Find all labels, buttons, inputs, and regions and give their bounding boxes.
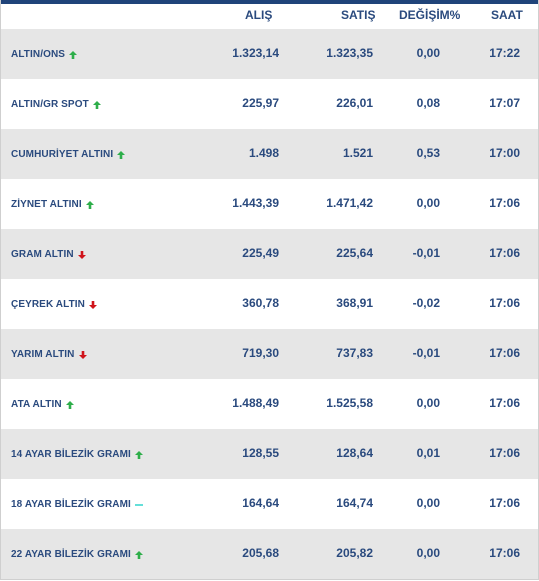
up-arrow-icon [85, 200, 95, 210]
instrument-label: 14 AYAR BİLEZİK GRAMI [11, 449, 131, 460]
alis-value: 719,30 [242, 346, 279, 360]
degisim-value: 0,53 [416, 146, 440, 160]
degisim-value: 0,00 [416, 196, 440, 210]
instrument-name[interactable]: GRAM ALTIN [11, 248, 87, 262]
degisim-value: -0,01 [412, 346, 440, 360]
alis-value: 128,55 [242, 446, 279, 460]
instrument-label: ZİYNET ALTINI [11, 199, 82, 210]
alis-value: 164,64 [242, 496, 279, 510]
table-top-border [1, 0, 538, 4]
instrument-name[interactable]: 22 AYAR BİLEZİK GRAMI [11, 548, 144, 562]
column-header-saat: SAAT [491, 8, 523, 22]
up-arrow-icon [116, 150, 126, 160]
instrument-label: 18 AYAR BİLEZİK GRAMI [11, 499, 131, 510]
instrument-label: ATA ALTIN [11, 399, 62, 410]
saat-value: 17:06 [489, 346, 520, 360]
column-header-degisim: DEĞİŞİM% [399, 8, 461, 22]
instrument-name[interactable]: ZİYNET ALTINI [11, 198, 95, 212]
saat-value: 17:07 [489, 96, 520, 110]
instrument-name[interactable]: ATA ALTIN [11, 398, 75, 412]
down-arrow-icon [88, 300, 98, 310]
column-header-alis: ALIŞ [245, 8, 273, 22]
column-header-satis: SATIŞ [341, 8, 376, 22]
up-arrow-icon [65, 400, 75, 410]
table-row[interactable]: 14 AYAR BİLEZİK GRAMI 128,55 128,64 0,01 17:… [1, 429, 538, 479]
alis-value: 225,49 [242, 246, 279, 260]
degisim-value: 0,08 [416, 96, 440, 110]
instrument-label: ÇEYREK ALTIN [11, 299, 85, 310]
saat-value: 17:06 [489, 446, 520, 460]
instrument-label: ALTIN/ONS [11, 49, 66, 60]
degisim-value: 0,01 [416, 446, 440, 460]
table-row[interactable]: YARIM ALTIN 719,30 737,83 -0,01 17:06 [1, 329, 538, 379]
instrument-name[interactable]: YARIM ALTIN [11, 348, 88, 362]
instrument-name[interactable]: 18 AYAR BİLEZİK GRAMI [11, 498, 144, 512]
table-row[interactable]: ATA ALTIN 1.488,49 1.525,58 0,00 17:06 [1, 379, 538, 429]
instrument-name[interactable]: ÇEYREK ALTIN [11, 298, 98, 312]
instrument-name[interactable]: 14 AYAR BİLEZİK GRAMI [11, 448, 144, 462]
saat-value: 17:06 [489, 246, 520, 260]
up-arrow-icon [68, 50, 78, 60]
table-row[interactable]: 22 AYAR BİLEZİK GRAMI 205,68 205,82 0,00 17:… [1, 529, 538, 579]
down-arrow-icon [78, 350, 88, 360]
instrument-label: GRAM ALTIN [11, 249, 74, 260]
instrument-label: CUMHURİYET ALTINI [11, 149, 114, 160]
degisim-value: 0,00 [416, 396, 440, 410]
up-arrow-icon [92, 100, 102, 110]
degisim-value: 0,00 [416, 496, 440, 510]
alis-value: 1.488,49 [232, 396, 279, 410]
saat-value: 17:00 [489, 146, 520, 160]
alis-value: 1.323,14 [232, 46, 279, 60]
satis-value: 164,74 [336, 496, 373, 510]
table-row[interactable]: ALTIN/ONS 1.323,14 1.323,35 0,00 17:22 [1, 29, 538, 79]
saat-value: 17:22 [489, 46, 520, 60]
satis-value: 1.521 [342, 146, 373, 160]
up-arrow-icon [134, 450, 144, 460]
saat-value: 17:06 [489, 496, 520, 510]
saat-value: 17:06 [489, 546, 520, 560]
alis-value: 225,97 [242, 96, 279, 110]
alis-value: 360,78 [242, 296, 279, 310]
degisim-value: -0,02 [412, 296, 440, 310]
table-row[interactable]: CUMHURİYET ALTINI 1.498 1.521 0,53 17:00 [1, 129, 538, 179]
flat-dash-icon [134, 500, 144, 510]
table-body: ALTIN/ONS 1.323,14 1.323,35 0,00 17:22 ALTIN/… [1, 29, 538, 579]
saat-value: 17:06 [489, 396, 520, 410]
saat-value: 17:06 [489, 196, 520, 210]
table-row[interactable]: ÇEYREK ALTIN 360,78 368,91 -0,02 17:06 [1, 279, 538, 329]
satis-value: 226,01 [336, 96, 373, 110]
saat-value: 17:06 [489, 296, 520, 310]
alis-value: 1.498 [248, 146, 279, 160]
instrument-name[interactable]: ALTIN/ONS [11, 48, 78, 62]
satis-value: 737,83 [336, 346, 373, 360]
instrument-label: YARIM ALTIN [11, 349, 75, 360]
satis-value: 1.323,35 [326, 46, 373, 60]
table-header: ALIŞ SATIŞ DEĞİŞİM% SAAT [1, 4, 538, 29]
instrument-name[interactable]: CUMHURİYET ALTINI [11, 148, 126, 162]
table-row[interactable]: ZİYNET ALTINI 1.443,39 1.471,42 0,00 17:06 [1, 179, 538, 229]
alis-value: 205,68 [242, 546, 279, 560]
table-row[interactable]: GRAM ALTIN 225,49 225,64 -0,01 17:06 [1, 229, 538, 279]
satis-value: 1.471,42 [326, 196, 373, 210]
alis-value: 1.443,39 [232, 196, 279, 210]
satis-value: 225,64 [336, 246, 373, 260]
instrument-name[interactable]: ALTIN/GR SPOT [11, 98, 102, 112]
table-row[interactable]: ALTIN/GR SPOT 225,97 226,01 0,08 17:07 [1, 79, 538, 129]
satis-value: 368,91 [336, 296, 373, 310]
satis-value: 1.525,58 [326, 396, 373, 410]
instrument-label: 22 AYAR BİLEZİK GRAMI [11, 549, 131, 560]
satis-value: 128,64 [336, 446, 373, 460]
up-arrow-icon [134, 550, 144, 560]
down-arrow-icon [77, 250, 87, 260]
degisim-value: -0,01 [412, 246, 440, 260]
instrument-label: ALTIN/GR SPOT [11, 99, 89, 110]
table-row[interactable]: 18 AYAR BİLEZİK GRAMI 164,64 164,74 0,00 17:… [1, 479, 538, 529]
satis-value: 205,82 [336, 546, 373, 560]
degisim-value: 0,00 [416, 546, 440, 560]
degisim-value: 0,00 [416, 46, 440, 60]
